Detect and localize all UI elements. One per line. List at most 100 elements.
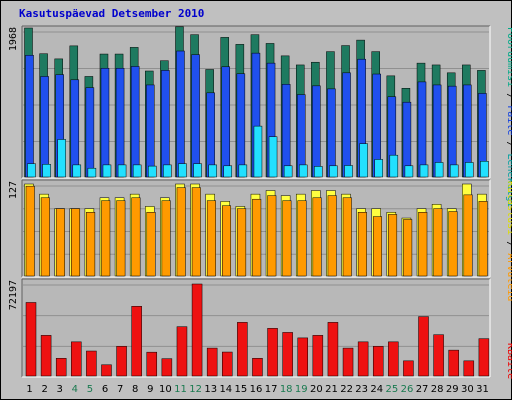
kbytes-bar bbox=[146, 351, 158, 377]
hosts-bar bbox=[418, 212, 428, 277]
pages-bar bbox=[268, 136, 278, 178]
hosts-bar bbox=[433, 208, 443, 277]
kbytes-bar bbox=[25, 302, 37, 377]
side-label-part: Pöördumisi bbox=[505, 27, 512, 87]
kbytes-bar bbox=[237, 322, 248, 377]
pages-bar bbox=[148, 165, 157, 178]
day-label: 14 bbox=[219, 384, 232, 395]
kbytes-bar bbox=[403, 360, 414, 377]
day-label: 24 bbox=[370, 384, 383, 395]
kbytes-bar bbox=[448, 349, 459, 377]
hosts-bar bbox=[388, 214, 398, 277]
day-label: 19 bbox=[295, 384, 308, 395]
pages-bar bbox=[465, 162, 474, 178]
kbytes-bar bbox=[372, 346, 384, 377]
pages-bar bbox=[117, 164, 127, 178]
day-label: 21 bbox=[325, 384, 338, 395]
kbytes-bar bbox=[191, 283, 203, 377]
hosts-bar bbox=[267, 195, 277, 277]
hosts-bar bbox=[86, 212, 96, 277]
files-bar bbox=[312, 85, 321, 178]
kbytes-bar bbox=[312, 335, 324, 377]
day-label: 26 bbox=[401, 384, 414, 395]
max-label-1: 1968 bbox=[8, 27, 19, 51]
pages-bar bbox=[223, 165, 233, 178]
pages-bar bbox=[329, 165, 338, 178]
files-bar bbox=[281, 84, 291, 178]
chart-title: Kasutuspäevad Detsember 2010 bbox=[19, 7, 205, 20]
files-bar bbox=[327, 88, 336, 178]
files-bar bbox=[191, 54, 200, 178]
kbytes-bar bbox=[327, 322, 339, 377]
files-bar bbox=[176, 50, 185, 178]
files-bar bbox=[100, 68, 110, 178]
kbytes-bar bbox=[176, 326, 188, 377]
kbytes-bar bbox=[101, 364, 112, 377]
kbytes-bar bbox=[206, 347, 218, 377]
hosts-bar bbox=[478, 201, 488, 277]
hosts-bar bbox=[176, 187, 186, 277]
day-label: 31 bbox=[476, 384, 489, 395]
side-label-bottom: KBaite bbox=[505, 343, 512, 379]
day-label: 10 bbox=[159, 384, 172, 395]
kbytes-bar bbox=[297, 337, 308, 377]
pages-bar bbox=[193, 163, 202, 178]
hosts-bar bbox=[191, 187, 201, 277]
side-label-part: Faile bbox=[505, 105, 512, 135]
hosts-bar bbox=[372, 216, 382, 277]
files-bar bbox=[130, 66, 140, 178]
hosts-bar bbox=[463, 194, 473, 277]
files-bar bbox=[146, 84, 155, 178]
day-label: 27 bbox=[416, 384, 429, 395]
pages-bar bbox=[359, 143, 368, 178]
kbytes-bar bbox=[433, 334, 444, 377]
hosts-bar bbox=[282, 200, 292, 277]
hosts-bar bbox=[237, 208, 247, 277]
hosts-bar bbox=[297, 200, 307, 277]
pages-bar bbox=[132, 164, 142, 178]
pages-bar bbox=[434, 162, 444, 178]
files-bar bbox=[221, 66, 231, 178]
pages-bar bbox=[238, 164, 248, 178]
day-label: 22 bbox=[340, 384, 353, 395]
day-label: 8 bbox=[132, 384, 138, 395]
pages-bar bbox=[374, 159, 383, 178]
side-label-part: KBaite bbox=[505, 343, 512, 379]
kbytes-bar bbox=[388, 341, 399, 377]
kbytes-bar bbox=[161, 358, 173, 377]
day-label: 18 bbox=[280, 384, 293, 395]
day-label: 20 bbox=[310, 384, 323, 395]
kbytes-bar bbox=[342, 347, 354, 377]
hosts-bar bbox=[71, 208, 81, 277]
panel-hits-files-pages bbox=[21, 25, 491, 179]
pages-bar bbox=[480, 161, 489, 178]
pages-bar bbox=[283, 165, 293, 178]
hosts-bar bbox=[448, 211, 458, 277]
files-bar bbox=[447, 85, 457, 178]
hosts-bar bbox=[403, 219, 413, 277]
day-label: 30 bbox=[461, 384, 474, 395]
pages-bar bbox=[344, 165, 353, 178]
max-label-2: 127 bbox=[8, 181, 19, 199]
hosts-bar bbox=[312, 197, 322, 277]
hosts-bar bbox=[357, 212, 367, 277]
pages-bar bbox=[404, 165, 414, 178]
kbytes-bar bbox=[282, 332, 293, 377]
day-label: 28 bbox=[431, 384, 444, 395]
day-label: 25 bbox=[386, 384, 399, 395]
files-bar bbox=[417, 81, 427, 178]
kbytes-bar bbox=[71, 341, 82, 377]
pages-bar bbox=[27, 163, 36, 178]
pages-bar bbox=[102, 164, 112, 178]
side-label-part: / bbox=[505, 235, 512, 253]
kbytes-bar bbox=[418, 316, 429, 377]
day-label: 13 bbox=[204, 384, 217, 395]
pages-bar bbox=[298, 164, 308, 178]
pages-bar bbox=[419, 164, 429, 178]
hosts-bar bbox=[206, 200, 216, 277]
pages-bar bbox=[57, 139, 66, 178]
hosts-bar bbox=[342, 197, 352, 277]
side-label-part: Arvuteid bbox=[505, 253, 512, 301]
day-label: 4 bbox=[72, 384, 78, 395]
hosts-bar bbox=[116, 200, 126, 277]
